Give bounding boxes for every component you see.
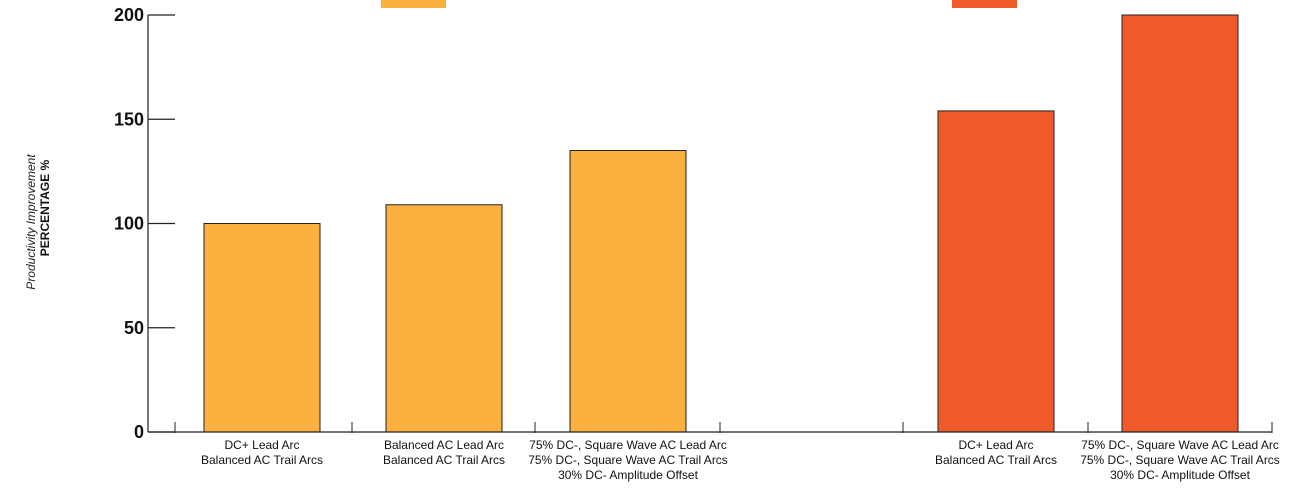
y-tick-label: 0 bbox=[134, 422, 144, 442]
category-label: Balanced AC Lead Arc Balanced AC Trail Ar… bbox=[383, 438, 505, 467]
category-label: 75% DC-, Square Wave AC Lead Arc 75% DC-,… bbox=[528, 438, 728, 482]
y-axis-title-line-1: Productivity Improvement bbox=[24, 154, 38, 290]
bar bbox=[385, 204, 503, 433]
y-tick-label: 150 bbox=[114, 109, 144, 129]
bar bbox=[203, 223, 321, 433]
bars bbox=[203, 14, 1239, 433]
y-tick-label: 100 bbox=[114, 214, 144, 234]
y-tick-label: 50 bbox=[124, 318, 144, 338]
category-label: DC+ Lead Arc Balanced AC Trail Arcs bbox=[201, 438, 323, 467]
category-label: DC+ Lead Arc Balanced AC Trail Arcs bbox=[935, 438, 1057, 467]
bar bbox=[569, 150, 687, 433]
y-axis-title-line-2: PERCENTAGE % bbox=[38, 159, 52, 256]
legend bbox=[381, 0, 1017, 8]
category-label: 75% DC-, Square Wave AC Lead Arc 75% DC-,… bbox=[1080, 438, 1280, 482]
labels: 0 50 100 150 200 DC+ Lead Arc Balanced AC Trai… bbox=[24, 5, 1280, 482]
legend-swatch bbox=[952, 0, 1017, 8]
legend-swatch bbox=[381, 0, 446, 8]
axes bbox=[147, 14, 1273, 433]
y-tick-label: 200 bbox=[114, 5, 144, 25]
bar bbox=[937, 110, 1055, 433]
bar bbox=[1121, 14, 1239, 433]
